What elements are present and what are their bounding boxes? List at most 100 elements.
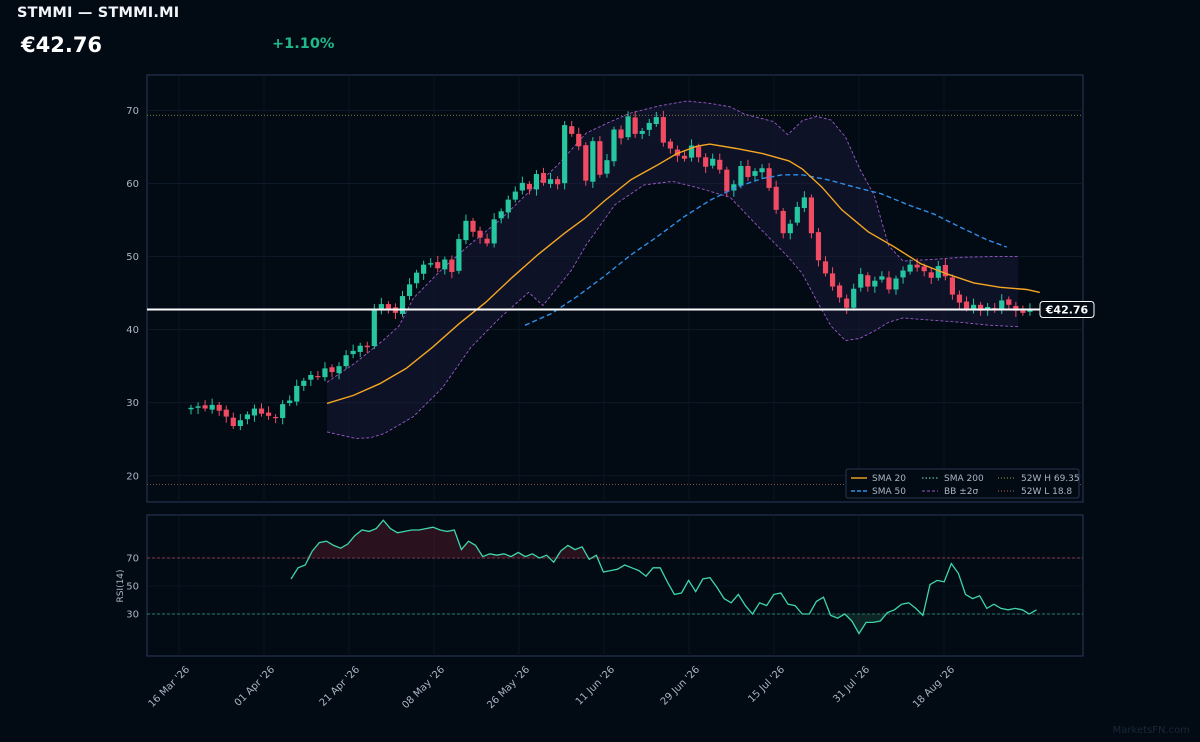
- x-tick-label: 16 Mar '26: [147, 664, 193, 710]
- candle: [519, 176, 525, 195]
- x-tick-label: 15 Jul '26: [746, 664, 787, 705]
- x-tick-label: 21 Apr '26: [318, 664, 362, 708]
- candle-body: [519, 182, 525, 191]
- candle: [371, 304, 377, 350]
- candle-body: [837, 285, 843, 298]
- candle: [928, 268, 934, 284]
- candle-body: [209, 404, 215, 410]
- candle-body: [900, 270, 906, 278]
- candle: [667, 138, 673, 154]
- candle-body: [1027, 309, 1033, 312]
- candle: [336, 362, 342, 380]
- rsi-panel[interactable]: 30 50 70 RSI(14): [116, 514, 1084, 657]
- x-tick-label: 18 Aug '26: [911, 664, 957, 710]
- candle: [343, 350, 349, 370]
- candle: [660, 110, 666, 147]
- candle-body: [667, 141, 673, 149]
- candle-body: [357, 345, 363, 352]
- candle: [357, 342, 363, 358]
- candle-body: [294, 385, 300, 402]
- candle-body: [244, 414, 250, 420]
- candle-body: [371, 309, 377, 347]
- legend-sma50: SMA 50: [872, 487, 906, 497]
- candle-body: [688, 145, 695, 158]
- candle: [703, 153, 709, 173]
- candle-body: [237, 420, 243, 427]
- legend-bollinger: BB ±2σ: [944, 487, 978, 497]
- candle: [449, 255, 455, 279]
- candle: [562, 121, 568, 190]
- candle: [653, 111, 659, 127]
- candle-body: [801, 197, 807, 209]
- candle-body: [505, 199, 511, 213]
- candle-body: [985, 307, 991, 310]
- candle: [879, 271, 885, 283]
- candle: [555, 176, 561, 190]
- candle-body: [195, 406, 201, 408]
- candle: [435, 255, 441, 273]
- candle-body: [590, 141, 596, 182]
- candle-body: [477, 230, 483, 238]
- candle-body: [491, 219, 497, 244]
- candle-body: [808, 197, 814, 234]
- candle-body: [202, 405, 208, 409]
- x-tick-label: 01 Apr '26: [233, 664, 277, 708]
- candle-body: [569, 126, 575, 134]
- legend: SMA 20 SMA 50 SMA 200 BB ±2σ 52W H 69.35…: [845, 468, 1080, 499]
- candle: [442, 256, 448, 275]
- price-axis: 20 30 40 50 60 70: [126, 106, 139, 482]
- candle: [216, 401, 222, 416]
- candle: [710, 153, 716, 169]
- candle: [456, 233, 462, 274]
- candle: [858, 267, 864, 292]
- candle: [251, 404, 258, 422]
- candle: [315, 370, 321, 381]
- y-tick-label: 30: [126, 398, 139, 409]
- candle-body: [928, 272, 934, 278]
- candle-body: [378, 304, 384, 311]
- candle-body: [851, 288, 857, 308]
- candle-body: [970, 304, 977, 310]
- x-tick-label: 26 May '26: [485, 664, 532, 711]
- candlestick-panel[interactable]: 20 30 40 50 60 70 €42.76 SMA 20 SMA 50 SMA 20…: [126, 74, 1095, 503]
- rsi-tick-label: 50: [126, 582, 139, 593]
- candle-body: [385, 304, 391, 309]
- candle-body: [329, 367, 335, 373]
- candle: [491, 213, 497, 248]
- rsi-tick-label: 30: [126, 610, 139, 621]
- candle-body: [822, 261, 829, 274]
- candle: [914, 258, 920, 272]
- candle: [322, 362, 328, 382]
- candle-body: [399, 296, 406, 314]
- candle: [301, 377, 307, 392]
- candle: [639, 128, 645, 139]
- candle: [597, 136, 603, 178]
- candle-body: [308, 374, 314, 380]
- sma20-line: [326, 143, 1040, 405]
- x-tick-label: 11 Jun '26: [574, 664, 617, 707]
- candle-body: [717, 159, 723, 170]
- candle-body: [611, 129, 617, 162]
- candle: [308, 370, 314, 386]
- candle-body: [484, 238, 490, 244]
- candle-body: [844, 298, 850, 308]
- candle-body: [251, 408, 258, 416]
- candle-body: [583, 145, 589, 181]
- candle: [547, 172, 554, 188]
- candle: [773, 180, 779, 214]
- candle-body: [999, 300, 1005, 310]
- candle-body: [343, 355, 349, 367]
- candle: [611, 126, 617, 167]
- candle: [787, 219, 793, 240]
- candle: [956, 290, 963, 309]
- candle: [999, 294, 1005, 314]
- candle: [406, 278, 413, 301]
- candle: [414, 269, 420, 289]
- candle-body: [406, 284, 413, 297]
- candle-body: [322, 368, 328, 378]
- candle: [604, 153, 610, 178]
- candle: [766, 163, 772, 191]
- candle-body: [963, 301, 970, 309]
- candle: [350, 344, 356, 359]
